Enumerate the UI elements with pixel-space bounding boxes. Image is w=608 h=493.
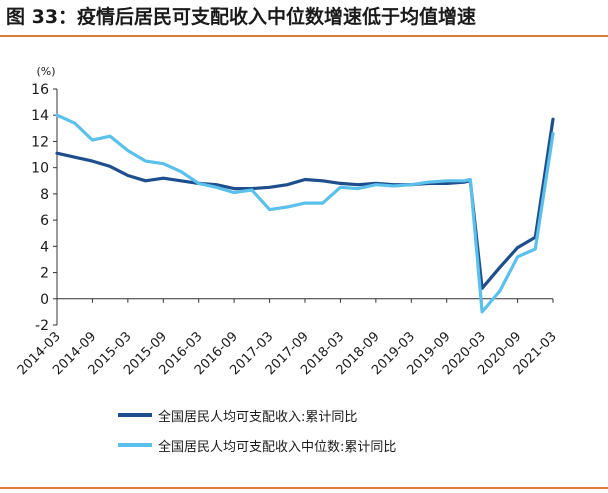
legend-label-median: 全国居民人均可支配收入中位数:累计同比 bbox=[158, 439, 397, 455]
line-chart: -20246810121416(%)2014-032014-092015-032… bbox=[15, 65, 560, 378]
y-tick-label: 6 bbox=[40, 213, 49, 229]
y-tick-label: 12 bbox=[31, 134, 49, 150]
legend-swatch-median bbox=[118, 443, 152, 447]
y-tick-label: 2 bbox=[40, 266, 49, 282]
chart-legend: 全国居民人均可支配收入:累计同比 全国居民人均可支配收入中位数:累计同比 bbox=[118, 400, 396, 460]
y-tick-label: 8 bbox=[40, 187, 49, 203]
series-line-median bbox=[55, 113, 555, 314]
y-tick-label: 10 bbox=[31, 161, 49, 177]
y-tick-label: 0 bbox=[40, 292, 49, 308]
y-tick-label: -2 bbox=[35, 318, 49, 334]
legend-label-mean: 全国居民人均可支配收入:累计同比 bbox=[158, 409, 358, 425]
legend-item-median: 全国居民人均可支配收入中位数:累计同比 bbox=[118, 430, 396, 460]
y-tick-label: 14 bbox=[31, 108, 49, 124]
bottom-divider bbox=[0, 487, 608, 489]
legend-item-mean: 全国居民人均可支配收入:累计同比 bbox=[118, 400, 396, 430]
legend-swatch-mean bbox=[118, 413, 152, 417]
y-unit-label: (%) bbox=[36, 65, 55, 78]
y-tick-label: 4 bbox=[40, 239, 49, 255]
page-title: 图 33：疫情后居民可支配收入中位数增速低于均值增速 bbox=[6, 6, 477, 28]
title-divider bbox=[0, 35, 608, 37]
y-tick-label: 16 bbox=[31, 82, 49, 98]
